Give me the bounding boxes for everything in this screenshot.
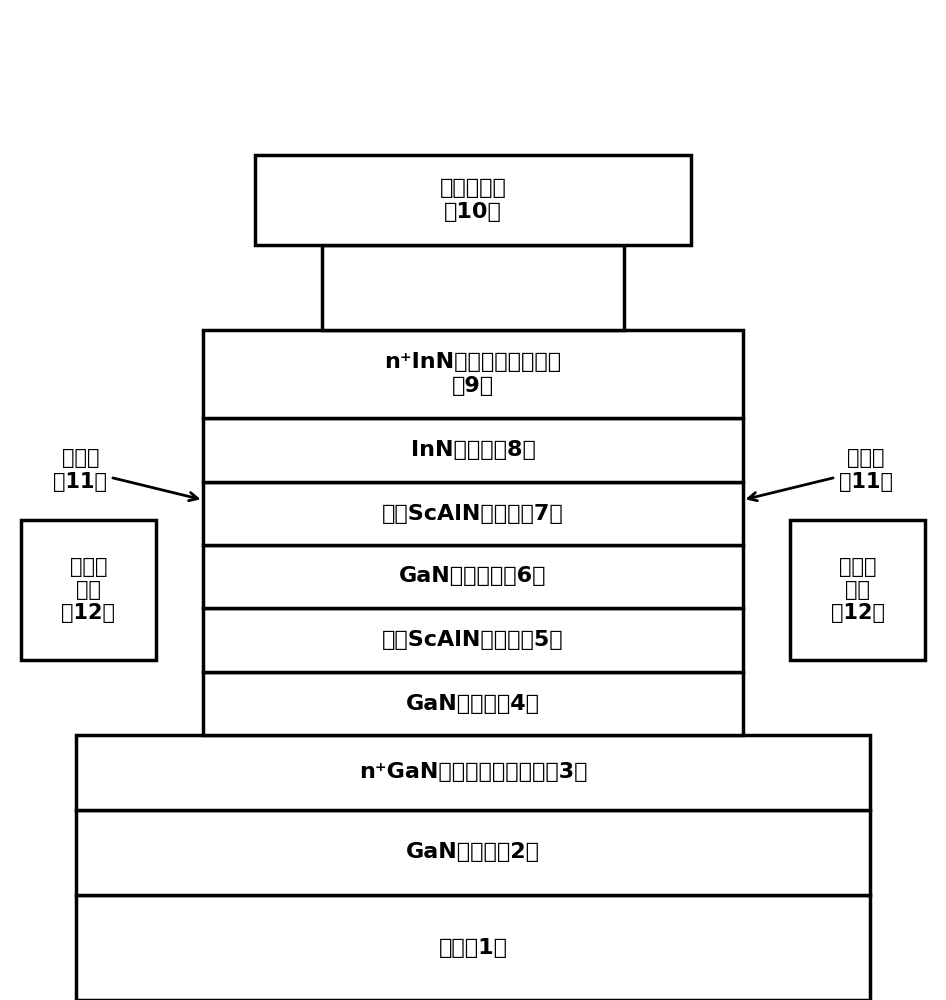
Text: 发射极
电极
（12）: 发射极 电极 （12） [831,557,885,623]
Bar [255,155,691,245]
Text: n⁺InN集电极欧姆接触层
（9）: n⁺InN集电极欧姆接触层 （9） [384,352,562,396]
Bar [322,245,624,330]
Text: 第一ScAlN势垒层（5）: 第一ScAlN势垒层（5） [382,630,564,650]
Text: 钝化层
（11）: 钝化层 （11） [53,448,198,501]
Bar [76,735,870,810]
Bar [21,520,156,660]
Bar [203,418,743,482]
Text: 衬底（1）: 衬底（1） [439,938,507,958]
Bar [203,482,743,545]
Bar [790,520,925,660]
Text: n⁺GaN发射极欧姆接触层（3）: n⁺GaN发射极欧姆接触层（3） [359,762,587,782]
Bar [203,672,743,735]
Bar [203,330,743,418]
Text: InN隔离层（8）: InN隔离层（8） [411,440,535,460]
Text: 钝化层
（11）: 钝化层 （11） [748,448,893,501]
Text: GaN量子阱层（6）: GaN量子阱层（6） [399,566,547,586]
Text: GaN隔离层（4）: GaN隔离层（4） [406,694,540,714]
Bar [203,608,743,672]
Text: 发射极
电极
（12）: 发射极 电极 （12） [61,557,115,623]
Text: 集电极电极
（10）: 集电极电极 （10） [440,178,506,222]
Text: 第二ScAlN势垒层（7）: 第二ScAlN势垒层（7） [382,504,564,524]
Bar [76,895,870,1000]
Bar [203,545,743,608]
Text: GaN外延层（2）: GaN外延层（2） [406,842,540,862]
Bar [76,810,870,895]
